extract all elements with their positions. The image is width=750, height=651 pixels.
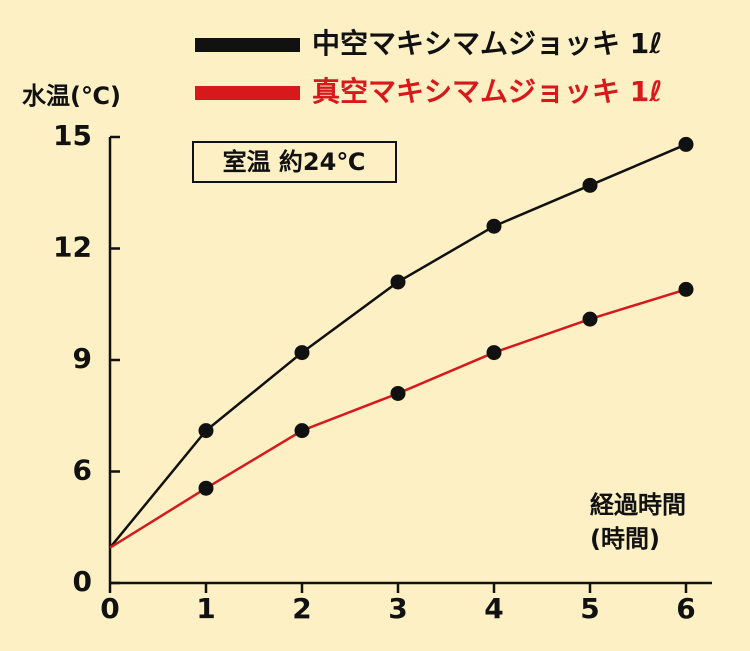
y-tick-label: 6 xyxy=(73,454,92,487)
y-tick-label: 9 xyxy=(73,342,92,375)
x-tick-label: 4 xyxy=(484,592,503,625)
y-tick-label: 15 xyxy=(53,119,92,152)
x-tick-label: 2 xyxy=(292,592,311,625)
data-point xyxy=(582,311,598,327)
data-point xyxy=(678,281,694,297)
data-point xyxy=(582,177,598,193)
x-tick-label: 1 xyxy=(196,592,215,625)
y-axis-label: 水温(℃) xyxy=(22,82,121,110)
x-tick-label: 0 xyxy=(100,592,119,625)
annotation: 室温 約24℃ xyxy=(223,148,366,176)
data-point xyxy=(486,345,502,361)
data-point xyxy=(486,218,502,234)
y-tick-label: 12 xyxy=(53,231,92,264)
x-tick-label: 6 xyxy=(676,592,695,625)
x-axis-label: 経過時間 (時間) xyxy=(590,491,686,553)
data-point xyxy=(294,345,310,361)
data-point xyxy=(198,423,214,439)
data-point xyxy=(198,480,214,496)
x-tick-label: 3 xyxy=(388,592,407,625)
legend-label: 中空マキシマムジョッキ 1ℓ xyxy=(312,27,662,60)
x-tick-label: 5 xyxy=(580,592,599,625)
y-tick-label: 0 xyxy=(73,565,92,598)
data-point xyxy=(390,385,406,401)
data-point xyxy=(294,423,310,439)
annotation-box xyxy=(192,141,397,183)
legend-label: 真空マキシマムジョッキ 1ℓ xyxy=(312,75,662,108)
data-point xyxy=(390,274,406,290)
data-point xyxy=(678,136,694,152)
